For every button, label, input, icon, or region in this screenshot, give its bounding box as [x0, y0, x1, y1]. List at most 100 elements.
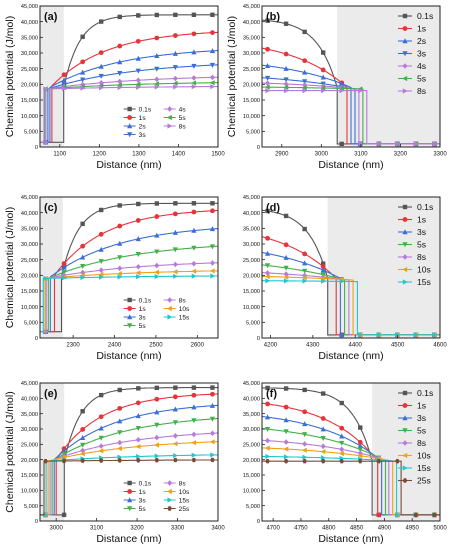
y-tick-label: 35,000 [243, 412, 260, 418]
legend-marker [402, 75, 408, 82]
x-tick-label: 4900 [378, 526, 392, 532]
data-point [283, 439, 289, 445]
data-point [43, 458, 48, 464]
data-point [173, 12, 178, 18]
data-point [154, 273, 160, 280]
data-point [264, 273, 270, 280]
y-tick-label: 10,000 [21, 114, 38, 120]
data-point [302, 226, 307, 232]
data-point [283, 404, 289, 410]
legend-label: 2s [417, 36, 426, 46]
data-point [98, 63, 104, 69]
x-tick-label: 4200 [264, 343, 278, 349]
data-point [320, 264, 326, 270]
legend-marker [167, 314, 173, 320]
data-point [395, 512, 401, 518]
legend-marker [127, 123, 133, 129]
plot-area [262, 385, 440, 518]
series-line-15s [40, 275, 218, 333]
data-point [135, 218, 141, 223]
data-point [43, 512, 49, 518]
y-tick-label: 40,000 [243, 211, 260, 217]
y-tick-label: 35,000 [21, 36, 38, 42]
chart-panel-1: 0 5,000 10,000 15,000 20,000 25,000 30,000 35,0… [226, 4, 447, 171]
data-point [264, 437, 271, 444]
x-tick-label: 4850 [350, 526, 364, 532]
x-tick-label: 2300 [66, 343, 80, 349]
data-point [210, 201, 215, 206]
data-point [191, 80, 197, 86]
data-point [210, 208, 215, 214]
y-tick-label: 25,000 [243, 67, 260, 73]
panel-label: (a) [44, 11, 58, 23]
data-point [283, 265, 289, 271]
x-tick-label: 4500 [391, 343, 405, 349]
legend-label: 8s [179, 124, 187, 131]
y-tick-label: 0 [35, 336, 38, 342]
data-point [191, 392, 197, 398]
data-point [320, 449, 326, 455]
data-point [376, 141, 382, 147]
data-point [191, 273, 197, 279]
x-tick-label: 3000 [50, 526, 64, 532]
data-point [358, 425, 363, 430]
series-line-3s [40, 228, 218, 333]
data-point [210, 83, 216, 90]
chart-panel-5: 0 5,000 10,000 15,000 20,000 25,000 30,000 35,0… [243, 381, 447, 545]
x-tick-label: 4700 [266, 526, 280, 532]
data-point [80, 274, 86, 281]
legend-marker [127, 115, 133, 120]
data-point [135, 437, 141, 443]
y-tick-label: 0 [257, 336, 260, 342]
data-point [209, 416, 216, 422]
data-point [339, 88, 345, 94]
x-tick-label: 1500 [211, 152, 225, 158]
data-point [191, 457, 197, 463]
data-point [210, 12, 215, 17]
series-line-15s [262, 280, 440, 336]
legend-label: 5s [179, 115, 187, 122]
chart-panel-4: 0 5,000 10,000 15,000 20,000 25,000 30,000 35,0… [4, 381, 225, 545]
x-tick-label: 3100 [90, 526, 104, 532]
panel-label: (e) [44, 388, 58, 400]
legend-marker [402, 229, 408, 235]
data-point [117, 255, 123, 261]
data-point [80, 77, 86, 83]
series-line-5s [40, 82, 218, 143]
data-point [117, 14, 122, 20]
data-point [209, 430, 216, 437]
data-point [320, 459, 326, 464]
data-point [117, 59, 123, 65]
data-point [302, 29, 307, 35]
legend-label: 8s [417, 252, 426, 262]
data-point [98, 425, 104, 431]
data-point [98, 443, 104, 449]
y-tick-label: 15,000 [21, 289, 38, 295]
data-point [172, 420, 178, 426]
x-tick-label: 3300 [171, 526, 185, 532]
legend-marker [402, 242, 408, 248]
data-point [265, 278, 271, 284]
data-point [209, 402, 216, 408]
series-line-3s [40, 64, 218, 143]
data-point [173, 201, 178, 206]
data-point [357, 439, 363, 445]
y-tick-label: 30,000 [243, 51, 260, 57]
data-point [191, 209, 197, 215]
data-point [320, 85, 326, 91]
data-point [264, 445, 270, 451]
data-point [154, 66, 160, 72]
data-point [191, 404, 197, 410]
legend-marker [127, 506, 133, 512]
data-point [191, 452, 197, 458]
data-point [283, 213, 289, 219]
data-point [339, 141, 344, 147]
data-point [191, 31, 197, 37]
data-point [191, 418, 197, 424]
data-point [301, 275, 307, 281]
legend-marker [167, 497, 173, 503]
data-point [172, 80, 178, 86]
data-point [302, 409, 308, 415]
data-point [320, 267, 326, 273]
